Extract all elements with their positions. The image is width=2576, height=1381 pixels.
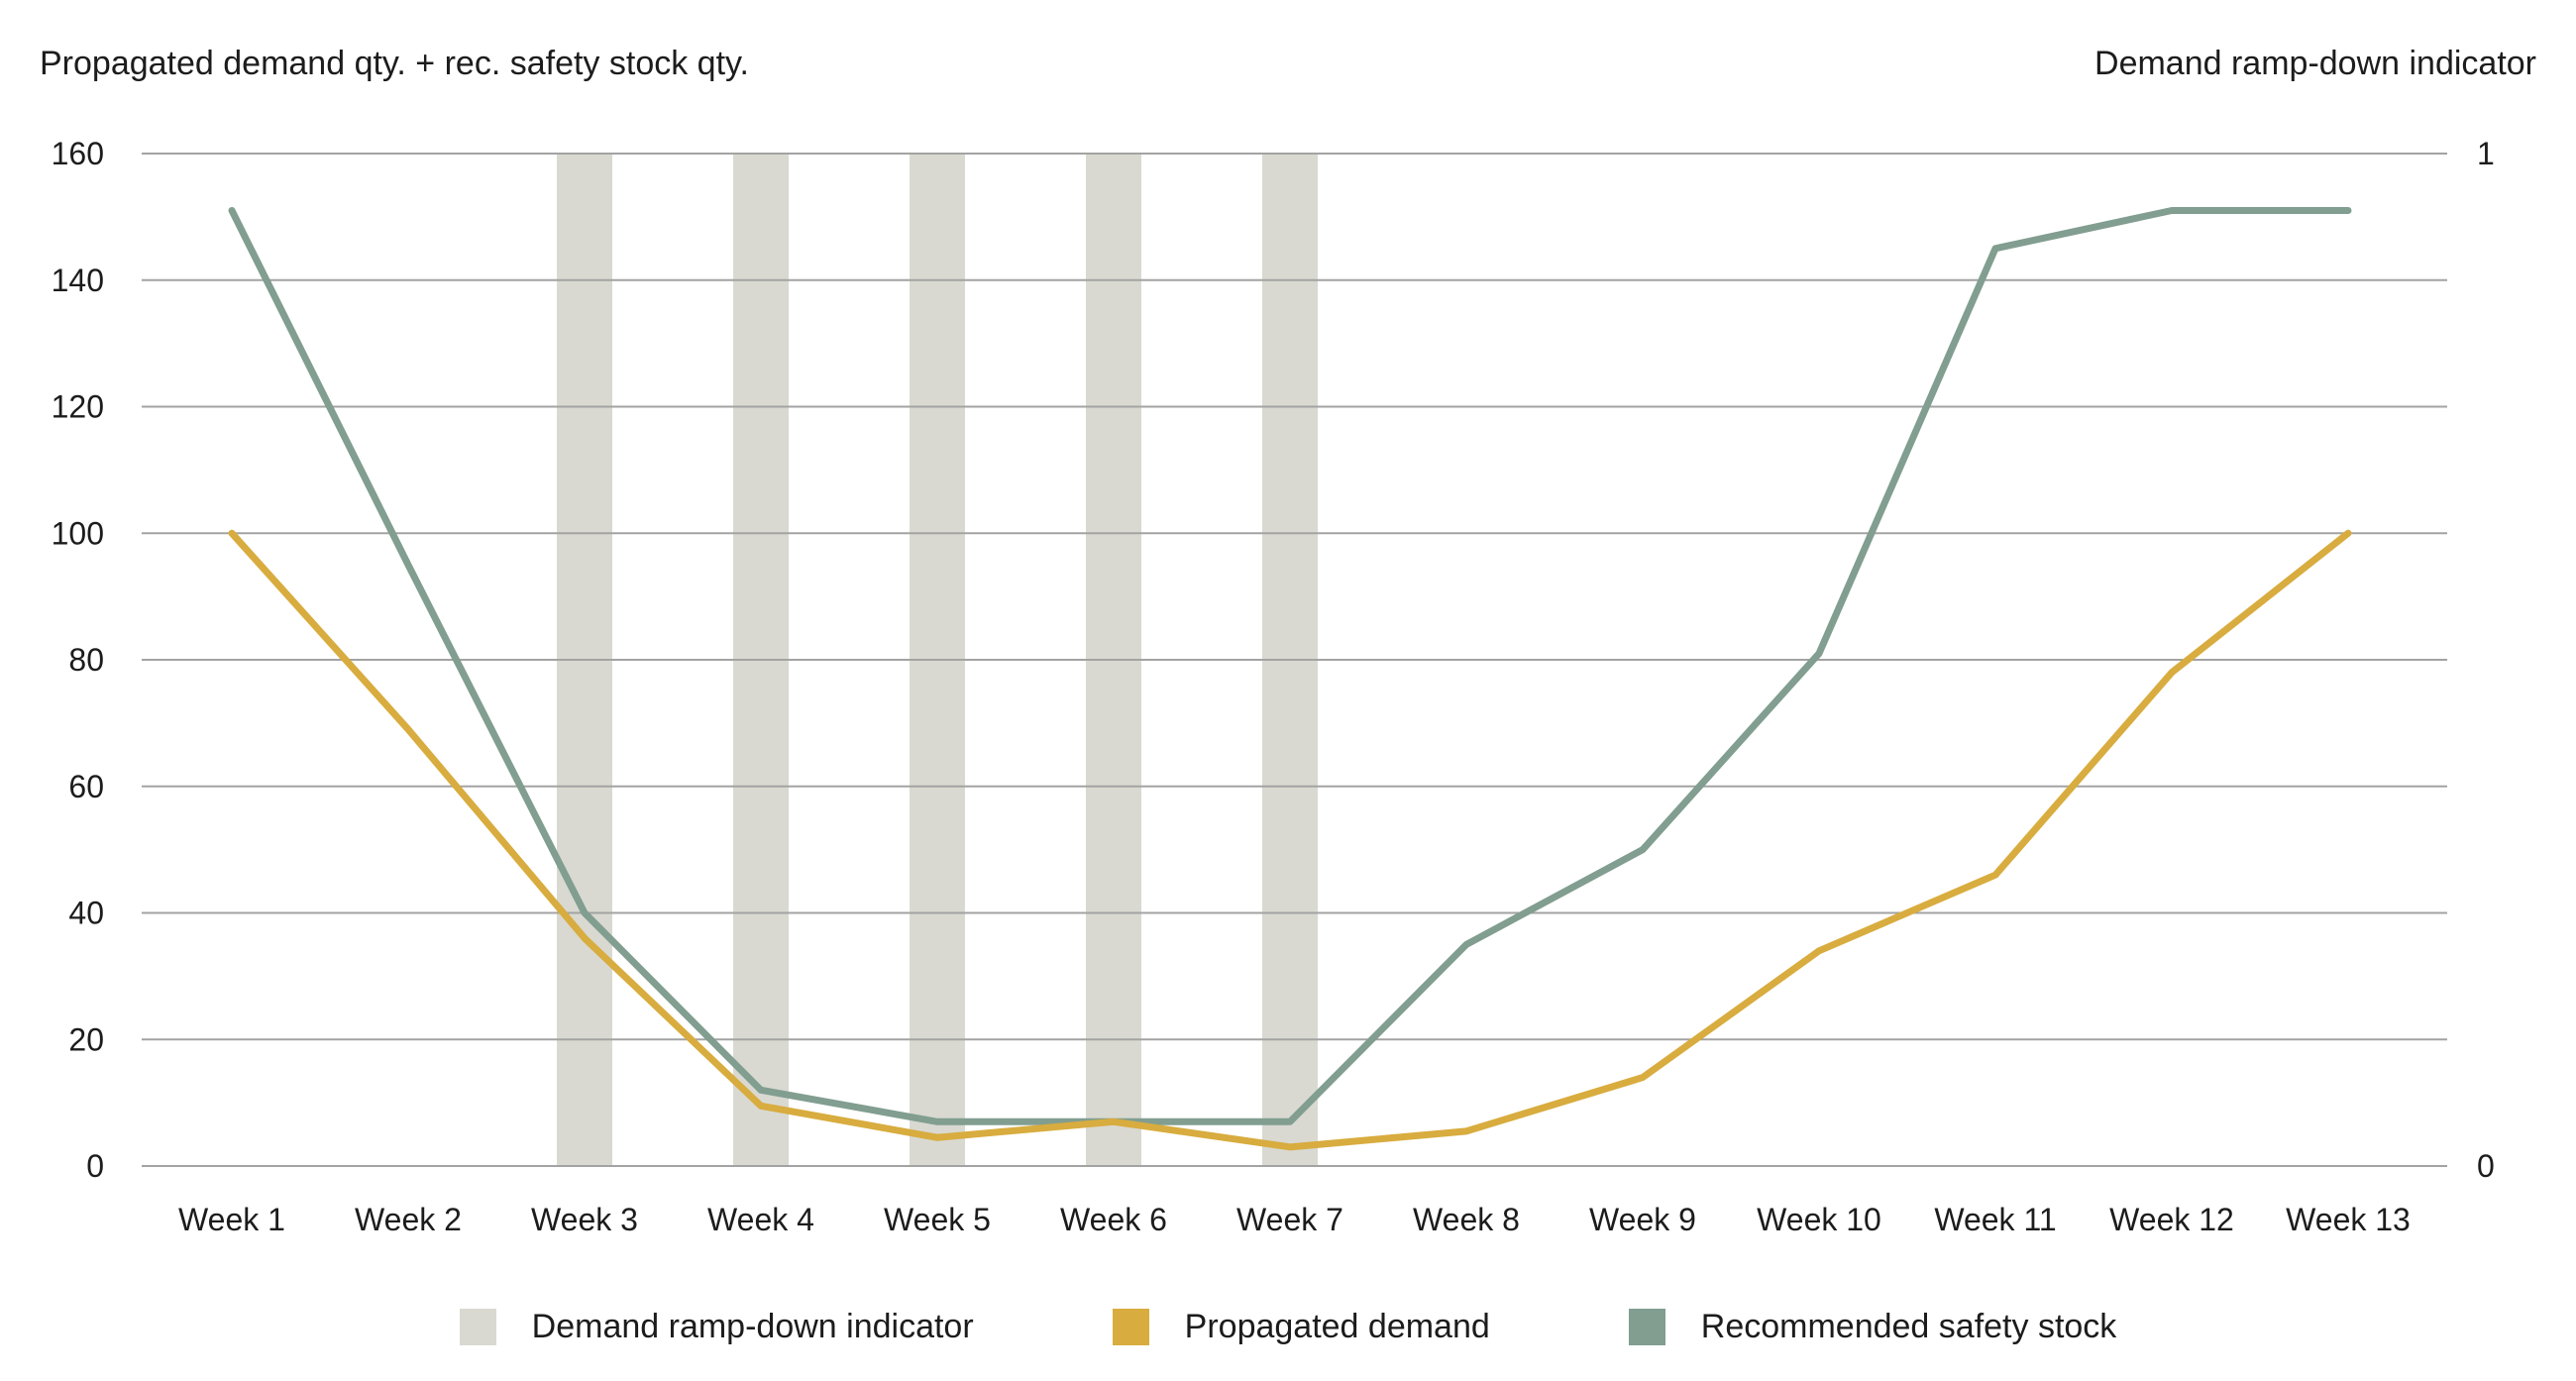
left-axis-title: Propagated demand qty. + rec. safety sto…	[40, 45, 749, 82]
y-axis-tick-label: 100	[52, 515, 104, 551]
x-axis-label: Week 3	[531, 1202, 638, 1237]
legend-label: Recommended safety stock	[1700, 1308, 2117, 1345]
legend-label: Propagated demand	[1184, 1308, 1490, 1345]
indicator-swatch-icon	[459, 1309, 496, 1345]
y-axis-tick-label: 0	[86, 1148, 104, 1184]
x-axis-label: Week 6	[1060, 1202, 1167, 1237]
series-line-recommended-safety-stock	[228, 206, 2352, 1125]
propagated-demand-swatch-icon	[1112, 1309, 1149, 1345]
legend-item-recommended-safety-stock: Recommended safety stock	[1628, 1308, 2117, 1346]
legend: Demand ramp-down indicator Propagated de…	[0, 1308, 2576, 1346]
legend-item-propagated-demand: Propagated demand	[1112, 1308, 1490, 1346]
x-axis-label: Week 7	[1236, 1202, 1343, 1237]
y-axis-tick-label: 60	[68, 769, 104, 804]
chart-header: Propagated demand qty. + rec. safety sto…	[40, 45, 2536, 82]
x-axis-label: Week 9	[1589, 1202, 1696, 1237]
x-axis-label: Week 8	[1413, 1202, 1520, 1237]
x-axis-label: Week 12	[2109, 1202, 2234, 1237]
y-axis-tick-label: 20	[68, 1021, 104, 1057]
right-axis-title: Demand ramp-down indicator	[2094, 45, 2536, 82]
x-axis-label: Week 5	[884, 1202, 991, 1237]
y-axis-tick-label: 40	[68, 896, 104, 931]
legend-item-indicator: Demand ramp-down indicator	[459, 1308, 974, 1346]
x-axis-label: Week 2	[355, 1202, 462, 1237]
x-axis-label: Week 13	[2286, 1202, 2411, 1237]
recommended-safety-stock-swatch-icon	[1628, 1309, 1665, 1345]
right-axis-tick-label: 1	[2477, 136, 2495, 171]
legend-label: Demand ramp-down indicator	[531, 1308, 974, 1345]
x-axis-label: Week 11	[1934, 1202, 2056, 1237]
y-axis-tick-label: 140	[52, 263, 104, 298]
x-axis-label: Week 10	[1757, 1202, 1881, 1237]
x-axis-label: Week 4	[707, 1202, 814, 1237]
x-axis-label: Week 1	[178, 1202, 285, 1237]
y-axis-tick-label: 120	[52, 389, 104, 425]
right-axis-tick-label: 0	[2477, 1148, 2495, 1184]
y-axis-tick-label: 160	[52, 136, 104, 171]
series-line-propagated-demand	[228, 529, 2352, 1151]
y-axis-tick-label: 80	[68, 642, 104, 678]
